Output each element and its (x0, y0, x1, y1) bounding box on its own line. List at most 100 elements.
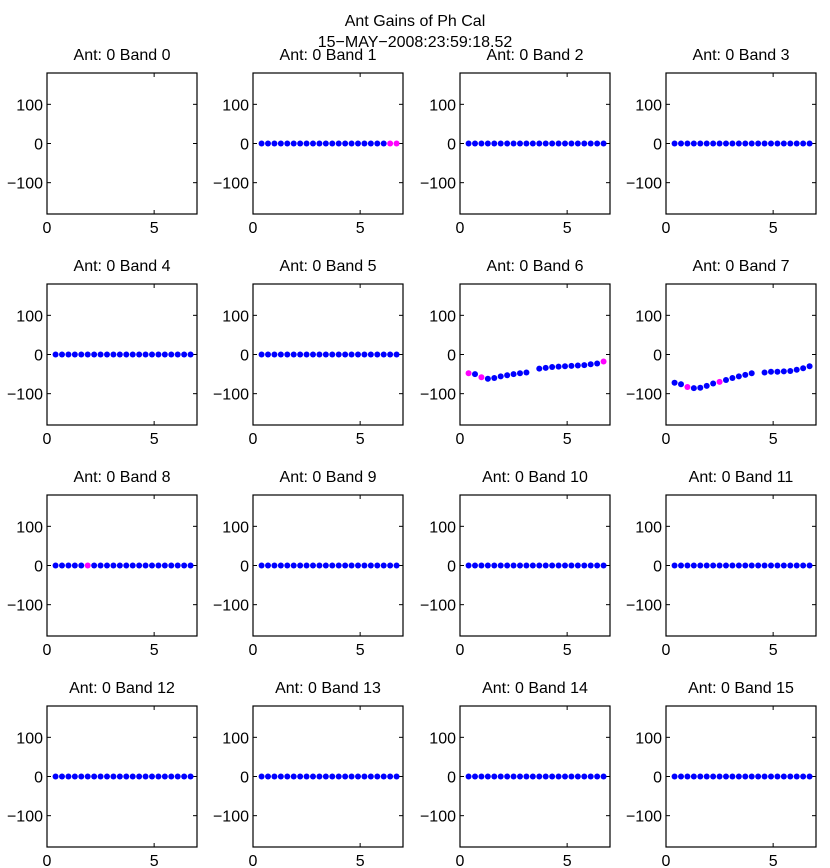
axes-box (459, 283, 611, 426)
data-point (671, 562, 678, 569)
data-point (265, 140, 271, 147)
data-point (780, 773, 787, 780)
data-point (348, 773, 355, 780)
data-point (174, 351, 181, 358)
data-point (497, 140, 504, 147)
data-point (755, 773, 762, 780)
data-point (484, 375, 491, 382)
data-point (380, 773, 387, 780)
y-tick-label: −100 (213, 176, 249, 193)
x-tick-label: 5 (563, 431, 572, 448)
data-point (774, 773, 781, 780)
data-point (284, 773, 291, 780)
data-point (697, 562, 704, 569)
data-point (517, 140, 523, 147)
data-point (277, 562, 284, 569)
data-point (161, 562, 168, 569)
data-point (258, 351, 265, 358)
data-point (729, 140, 736, 147)
data-point (742, 773, 749, 780)
data-point (265, 562, 271, 569)
data-point (104, 562, 110, 569)
x-tick-label: 5 (769, 431, 778, 448)
data-point (710, 380, 717, 387)
y-tick-label: 0 (34, 348, 43, 365)
subplot-band-1: Ant: 0 Band 1 100 0 −100 0 5 (213, 47, 404, 237)
data-point (678, 562, 684, 569)
y-tick-label: −100 (7, 598, 43, 615)
subplot-band-12: Ant: 0 Band 12 100 0 −100 0 5 (7, 680, 198, 868)
data-point (181, 562, 188, 569)
y-tick-label: 100 (16, 308, 43, 325)
data-point (355, 562, 361, 569)
subplot-band-0: Ant: 0 Band 0 100 0 −100 0 5 (7, 47, 198, 237)
data-point (155, 773, 162, 780)
data-point (465, 773, 472, 780)
data-point (690, 385, 697, 392)
x-tick-label: 0 (456, 431, 465, 448)
x-tick-label: 0 (456, 220, 465, 237)
data-point (600, 773, 607, 780)
y-tick-label: 0 (34, 137, 43, 154)
data-point (465, 562, 472, 569)
y-tick-label: 100 (429, 730, 456, 747)
data-point (787, 367, 794, 374)
data-point (52, 773, 59, 780)
data-point (742, 562, 749, 569)
data-point (472, 562, 478, 569)
subplot-title: Ant: 0 Band 11 (689, 469, 794, 486)
subplot-title: Ant: 0 Band 4 (74, 258, 171, 275)
data-point (91, 562, 98, 569)
subplot-title: Ant: 0 Band 7 (693, 258, 790, 275)
data-point (265, 351, 271, 358)
y-tick-label: −100 (213, 809, 249, 826)
data-point (768, 773, 774, 780)
data-point (472, 773, 478, 780)
data-point (562, 773, 568, 780)
y-tick-label: 0 (240, 348, 249, 365)
data-point (322, 140, 329, 147)
data-point (478, 562, 485, 569)
data-point (491, 375, 498, 381)
flagged-data-point (84, 562, 91, 569)
data-point (367, 773, 374, 780)
data-point (768, 562, 774, 569)
subplot-title: Ant: 0 Band 2 (487, 47, 584, 64)
data-point (290, 562, 297, 569)
data-point (806, 773, 813, 780)
data-point (755, 140, 762, 147)
x-tick-label: 5 (356, 220, 365, 237)
subplot-band-8: Ant: 0 Band 8 100 0 −100 0 5 (7, 469, 198, 659)
data-point (517, 773, 523, 780)
y-tick-label: −100 (626, 809, 662, 826)
data-point (329, 351, 336, 358)
data-point (703, 773, 710, 780)
data-point (684, 773, 691, 780)
subplot-title: Ant: 0 Band 1 (280, 47, 377, 64)
y-tick-label: 0 (34, 559, 43, 576)
y-tick-label: −100 (7, 176, 43, 193)
y-tick-label: 100 (222, 730, 249, 747)
y-tick-label: 100 (222, 308, 249, 325)
x-tick-label: 0 (456, 642, 465, 659)
data-point (290, 773, 297, 780)
data-point (723, 376, 729, 383)
data-point (574, 773, 581, 780)
data-point (529, 562, 536, 569)
x-tick-label: 5 (563, 220, 572, 237)
data-point (335, 562, 342, 569)
y-tick-label: −100 (420, 598, 456, 615)
data-point (723, 773, 729, 780)
data-point (265, 773, 271, 780)
y-tick-label: −100 (213, 598, 249, 615)
data-point (497, 773, 504, 780)
data-point (472, 140, 478, 147)
data-point (84, 351, 91, 358)
data-point (510, 773, 517, 780)
data-point (678, 140, 684, 147)
data-point (478, 140, 485, 147)
data-point (780, 562, 787, 569)
data-point (155, 351, 162, 358)
data-point (355, 773, 361, 780)
y-tick-label: 0 (653, 559, 662, 576)
